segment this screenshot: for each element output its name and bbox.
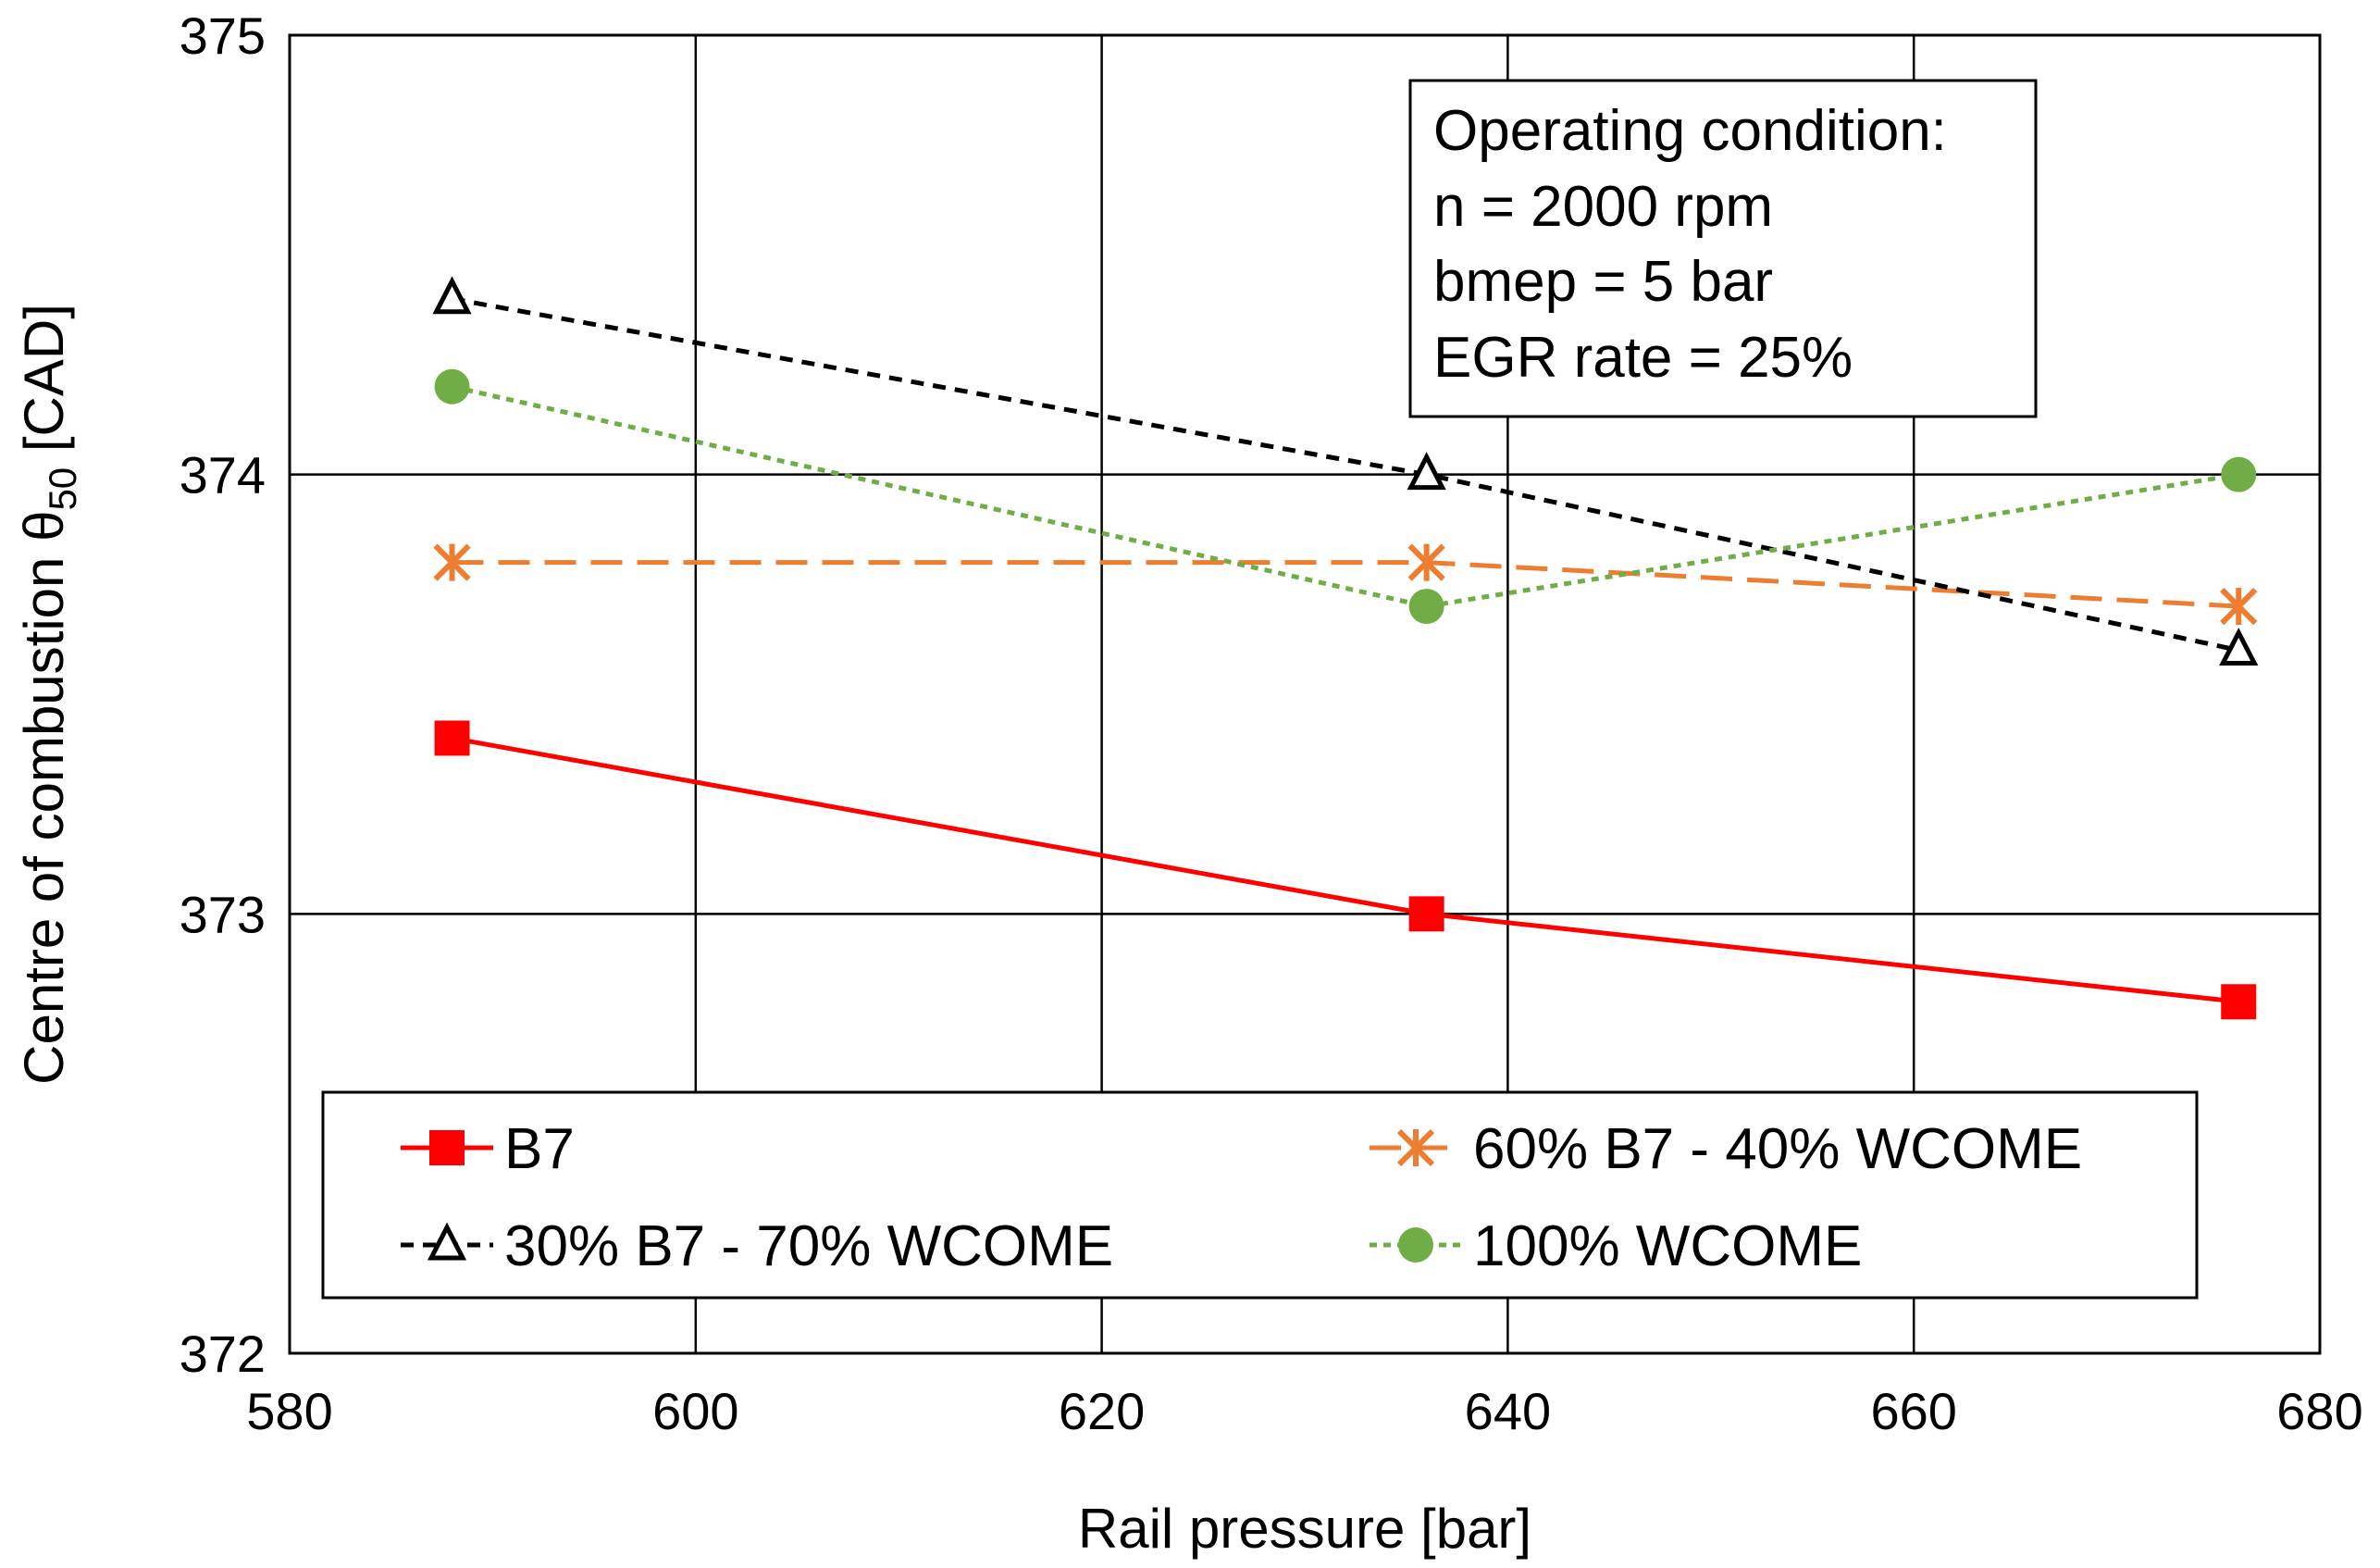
legend-swatch-marker [429, 1130, 465, 1165]
legend-entry: 30% B7 - 70% WCOME [401, 1214, 1113, 1278]
x-tick-label: 600 [652, 1382, 738, 1440]
legend-frame [321, 1090, 2199, 1300]
legend-label: 60% B7 - 40% WCOME [1473, 1117, 2082, 1181]
series-group [432, 276, 2259, 1020]
legend-label: 30% B7 - 70% WCOME [504, 1214, 1113, 1278]
x-axis-label: Rail pressure [bar] [1078, 1498, 1531, 1560]
data-point [2219, 628, 2259, 666]
y-axis-label: Centre of combustion θ50 [CAD] [13, 304, 84, 1085]
data-point [2220, 587, 2258, 626]
data-point [2221, 984, 2257, 1020]
series-line [452, 736, 2239, 1004]
annotation-line-4: EGR rate = 25% [1433, 326, 1853, 390]
legend-entry: 60% B7 - 40% WCOME [1370, 1117, 2082, 1181]
legend: B7 60% B7 - 40% WCOME 30% B7 - 70% WCOME 10… [321, 1090, 2199, 1300]
legend-label: 100% WCOME [1473, 1214, 1862, 1278]
data-point [1407, 452, 1446, 491]
legend-swatch-marker [1396, 1128, 1435, 1167]
annotation-line-2: n = 2000 rpm [1433, 175, 1773, 239]
x-tick-label: 660 [1870, 1382, 1956, 1440]
legend-label: B7 [504, 1117, 575, 1181]
y-tick-label: 373 [180, 885, 266, 943]
data-point [2221, 456, 2257, 492]
y-tick-label: 374 [180, 446, 266, 504]
y-tick-label: 372 [180, 1325, 266, 1383]
operating-condition-box: Operating condition: n = 2000 rpm bmep =… [1408, 79, 2038, 418]
x-tick-label: 680 [2276, 1382, 2362, 1440]
series-line [452, 560, 2239, 609]
annotation-line-1: Operating condition: [1433, 99, 1947, 163]
y-tick-label: 375 [180, 6, 266, 65]
data-point [1408, 589, 1444, 625]
series-line [451, 384, 2239, 609]
legend-swatch-marker [427, 1222, 467, 1261]
data-point [434, 720, 470, 756]
data-point [1408, 896, 1444, 932]
x-tick-label: 640 [1465, 1382, 1551, 1440]
legend-entry: 100% WCOME [1370, 1214, 1862, 1278]
series-2 [432, 276, 2259, 666]
legend-swatch-marker [1398, 1227, 1433, 1263]
data-point [432, 276, 472, 315]
annotation-frame [1408, 79, 2038, 418]
series-line [452, 296, 2239, 653]
series-0 [434, 720, 2257, 1020]
annotation-line-3: bmep = 5 bar [1433, 250, 1773, 314]
data-point [433, 543, 471, 581]
plot-area [288, 33, 2322, 1355]
data-point [434, 368, 470, 404]
series-1 [433, 543, 2258, 626]
tick-labels: 580 600 620 640 660 680 372 373 374 375 [180, 6, 2363, 1440]
x-tick-label: 580 [246, 1382, 332, 1440]
legend-entry: B7 [401, 1117, 575, 1181]
series-3 [434, 368, 2257, 625]
data-point [1407, 543, 1445, 581]
x-tick-label: 620 [1059, 1382, 1145, 1440]
